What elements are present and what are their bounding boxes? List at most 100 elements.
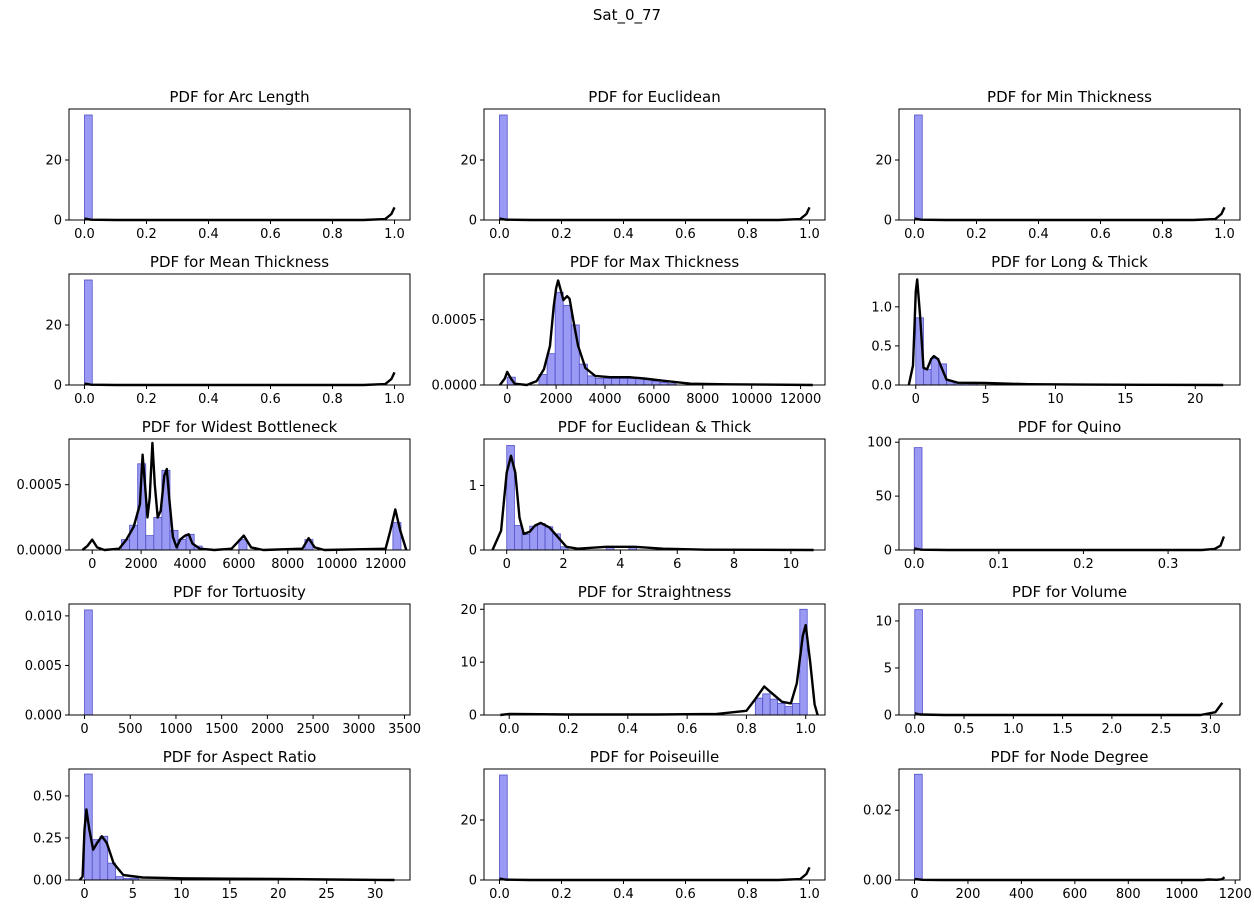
histogram-bar	[537, 523, 546, 551]
x-tick-label: 0.8	[1152, 227, 1173, 242]
axes-frame	[483, 108, 826, 221]
subplot-title: PDF for Straightness	[578, 583, 732, 601]
x-tick-label: 0.6	[675, 227, 696, 242]
x-tick-label: 1.0	[1003, 722, 1024, 737]
y-tick-label: 0.0000	[17, 544, 63, 559]
y-tick-label: 1	[469, 479, 477, 494]
subplot-title: PDF for Tortuosity	[173, 583, 306, 601]
y-tick-label: 0.5	[871, 339, 892, 354]
histogram-bar	[754, 697, 764, 716]
x-tick-label: 0.0	[74, 392, 95, 407]
kde-line	[913, 536, 1226, 552]
x-tick-label: 0.2	[1073, 557, 1094, 572]
x-tick-label: 12000	[780, 392, 821, 407]
x-tick-label: 0.4	[198, 227, 219, 242]
x-tick-label: 4	[616, 557, 624, 572]
x-tick-label: 8000	[686, 392, 719, 407]
x-tick-label: 10	[783, 557, 800, 572]
subplot: PDF for Volume 0.0 0.5 1.0 1.5 2.0 2.5 3.0 0 5 10	[875, 583, 1241, 737]
x-tick-label: 0	[503, 557, 511, 572]
x-tick-label: 5	[982, 392, 990, 407]
y-tick-label: 10	[875, 614, 892, 629]
y-tick-label: 100	[867, 436, 892, 451]
x-tick-label: 0.8	[736, 722, 757, 737]
axes-frame	[483, 438, 826, 551]
y-tick-label: 0.0005	[432, 313, 478, 328]
y-tick-label: 20	[875, 154, 892, 169]
x-tick-label: 0.0	[489, 227, 510, 242]
subplot: PDF for Straightness 0.0 0.2 0.4 0.6 0.8 1.0 0 1…	[460, 583, 826, 737]
y-tick-label: 0.0005	[17, 478, 63, 493]
y-tick-label: 0	[469, 709, 477, 724]
subplot-title: PDF for Long & Thick	[991, 253, 1148, 271]
y-tick-label: 0	[54, 379, 62, 394]
histogram-bar	[84, 279, 93, 386]
kde-line	[84, 206, 396, 222]
x-tick-label: 0.8	[737, 227, 758, 242]
histogram-bar	[115, 876, 124, 881]
x-tick-label: 1.5	[1052, 722, 1073, 737]
x-tick-label: 15	[222, 887, 239, 902]
histogram-bar	[84, 609, 93, 716]
subplot: PDF for Quino 0.0 0.1 0.2 0.3 0 50 100	[867, 418, 1241, 572]
kde-line	[914, 702, 1224, 717]
y-tick-label: 20	[460, 603, 477, 618]
x-tick-label: 5	[129, 887, 137, 902]
x-tick-label: 0.2	[558, 722, 579, 737]
y-tick-label: 0.005	[25, 659, 62, 674]
x-tick-label: 0	[503, 392, 511, 407]
axes-frame	[483, 603, 826, 716]
x-tick-label: 2500	[297, 722, 330, 737]
figure-title: Sat_0_77	[592, 6, 662, 24]
x-tick-label: 0.8	[322, 392, 343, 407]
x-tick-label: 10	[173, 887, 190, 902]
x-tick-label: 10	[1047, 392, 1064, 407]
x-tick-label: 6000	[637, 392, 670, 407]
histogram-bar	[914, 114, 923, 221]
histogram-bar	[914, 773, 923, 881]
histogram-bar	[777, 702, 786, 716]
x-tick-label: 0.6	[260, 392, 281, 407]
x-tick-label: 0.4	[198, 392, 219, 407]
y-tick-label: 0	[469, 544, 477, 559]
histogram-bar	[762, 693, 771, 716]
x-tick-label: 0.8	[737, 887, 758, 902]
subplot-title: PDF for Quino	[1018, 418, 1122, 436]
histogram-bar	[930, 358, 940, 386]
x-tick-label: 0.6	[260, 227, 281, 242]
subplot-title: PDF for Min Thickness	[987, 88, 1152, 106]
subplot-title: PDF for Widest Bottleneck	[142, 418, 338, 436]
kde-line	[914, 206, 1226, 222]
y-tick-label: 20	[460, 814, 477, 829]
x-tick-label: 1.0	[1214, 227, 1235, 242]
x-tick-label: 1000	[1165, 887, 1198, 902]
histogram-bar	[595, 378, 604, 386]
subplot: PDF for Aspect Ratio 0 5 10 15 20 25 30 0.00 0.25…	[33, 748, 411, 902]
axes-frame	[68, 438, 411, 551]
axes-frame	[898, 768, 1241, 881]
x-tick-label: 0.2	[136, 227, 157, 242]
x-tick-label: 0.0	[904, 557, 925, 572]
histogram-bar	[611, 378, 621, 386]
x-tick-label: 0.5	[954, 722, 975, 737]
axes-frame	[68, 768, 411, 881]
x-tick-label: 1.0	[795, 722, 816, 737]
x-tick-label: 15	[1117, 392, 1134, 407]
x-tick-label: 400	[1009, 887, 1034, 902]
y-tick-label: 0	[884, 544, 892, 559]
y-tick-label: 0.02	[863, 804, 892, 819]
subplot: PDF for Min Thickness 0.0 0.2 0.4 0.6 0.8 1.0 0…	[875, 88, 1241, 242]
y-tick-label: 0	[469, 214, 477, 229]
subplot: PDF for Node Degree 0 200 400 600 800 1000 1200…	[863, 748, 1252, 902]
x-tick-label: 0.4	[613, 227, 634, 242]
x-tick-label: 20	[1187, 392, 1204, 407]
x-tick-label: 200	[956, 887, 981, 902]
subplot-title: PDF for Aspect Ratio	[163, 748, 317, 766]
x-tick-label: 0.2	[136, 392, 157, 407]
x-tick-label: 3.0	[1200, 722, 1221, 737]
histogram-bar	[784, 706, 793, 716]
y-tick-label: 0.000	[25, 709, 62, 724]
x-tick-label: 10000	[316, 557, 357, 572]
x-tick-label: 1000	[159, 722, 192, 737]
x-tick-label: 0	[88, 557, 96, 572]
